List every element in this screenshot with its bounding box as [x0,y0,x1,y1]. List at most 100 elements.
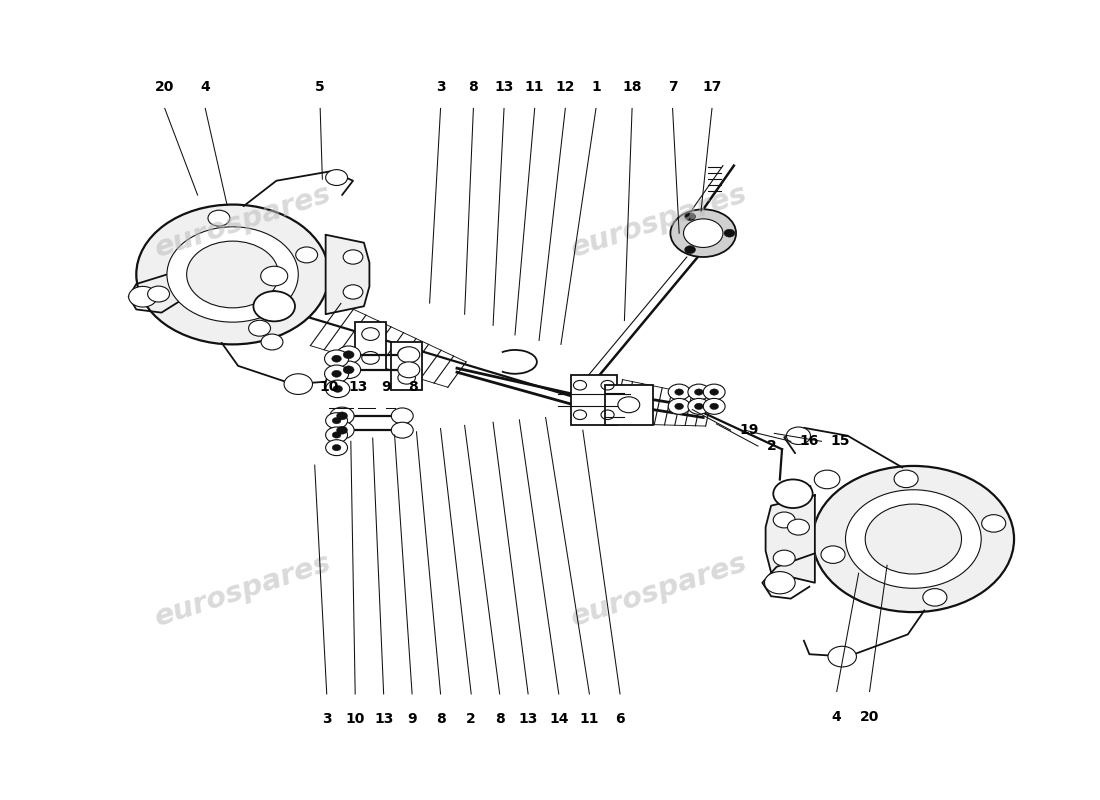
Circle shape [618,397,640,413]
Circle shape [253,291,295,322]
Text: 13: 13 [374,712,394,726]
Circle shape [343,285,363,299]
Text: 20: 20 [155,80,175,94]
Text: 13: 13 [494,80,514,94]
Text: 10: 10 [319,381,339,394]
Text: 16: 16 [800,434,818,448]
Circle shape [332,432,341,438]
Text: 14: 14 [549,712,569,726]
Circle shape [136,205,329,344]
Circle shape [688,384,710,400]
Circle shape [343,250,363,264]
Circle shape [981,514,1005,532]
Circle shape [324,350,349,367]
Circle shape [670,210,736,257]
Text: 3: 3 [436,80,446,94]
Circle shape [668,398,690,414]
Circle shape [326,427,348,443]
Text: 8: 8 [495,712,505,726]
Circle shape [773,550,795,566]
Circle shape [866,504,961,574]
Circle shape [694,403,703,410]
Circle shape [788,519,810,535]
Circle shape [688,398,710,414]
Circle shape [674,403,683,410]
Text: eurospares: eurospares [152,549,336,633]
Text: 10: 10 [345,712,365,726]
Circle shape [773,512,795,528]
Text: 9: 9 [381,381,390,394]
Circle shape [332,445,341,451]
Circle shape [343,366,354,374]
Text: 19: 19 [739,423,759,437]
Text: 2: 2 [466,712,476,726]
Circle shape [332,418,341,424]
Text: 11: 11 [580,712,600,726]
Text: 18: 18 [623,80,641,94]
Text: 7: 7 [668,80,678,94]
Circle shape [764,571,795,594]
Text: 6: 6 [615,712,625,726]
Circle shape [786,427,811,445]
Text: 2: 2 [767,439,777,453]
Circle shape [332,355,341,362]
Circle shape [392,422,414,438]
Text: 8: 8 [436,712,446,726]
Circle shape [167,227,298,322]
Circle shape [147,286,169,302]
Circle shape [674,389,683,395]
Circle shape [724,229,735,237]
Text: 8: 8 [408,381,418,394]
Text: 13: 13 [518,712,538,726]
Circle shape [249,320,271,336]
Circle shape [324,365,349,382]
Circle shape [284,374,312,394]
Text: 4: 4 [832,710,842,724]
Circle shape [187,241,278,308]
Circle shape [710,403,718,410]
Circle shape [337,346,361,363]
Circle shape [326,380,350,398]
Text: 15: 15 [830,434,849,448]
Circle shape [773,479,813,508]
Bar [392,342,422,390]
Circle shape [398,346,420,362]
Circle shape [261,334,283,350]
Text: 9: 9 [407,712,417,726]
Circle shape [703,398,725,414]
Text: eurospares: eurospares [568,179,751,263]
Circle shape [894,470,918,488]
Bar [355,322,386,370]
Text: 3: 3 [322,712,331,726]
Circle shape [332,370,341,378]
Circle shape [683,219,723,247]
Bar [605,385,653,425]
Text: 13: 13 [349,381,368,394]
Circle shape [828,646,857,667]
Circle shape [326,170,348,186]
Circle shape [330,407,354,425]
Polygon shape [766,495,815,582]
Text: eurospares: eurospares [152,179,336,263]
Text: 4: 4 [200,80,210,94]
Circle shape [703,384,725,400]
Circle shape [694,389,703,395]
Circle shape [821,546,845,563]
Circle shape [923,589,947,606]
Text: 17: 17 [702,80,722,94]
Circle shape [398,362,420,378]
Circle shape [208,210,230,226]
Circle shape [261,266,288,286]
Circle shape [337,412,348,420]
Circle shape [333,386,342,392]
Circle shape [684,213,695,221]
Text: 12: 12 [556,80,575,94]
Circle shape [846,490,981,588]
Circle shape [343,350,354,358]
Text: 5: 5 [316,80,324,94]
Circle shape [296,247,318,263]
Circle shape [814,470,840,489]
Circle shape [330,422,354,439]
Circle shape [326,440,348,456]
Circle shape [813,466,1014,612]
